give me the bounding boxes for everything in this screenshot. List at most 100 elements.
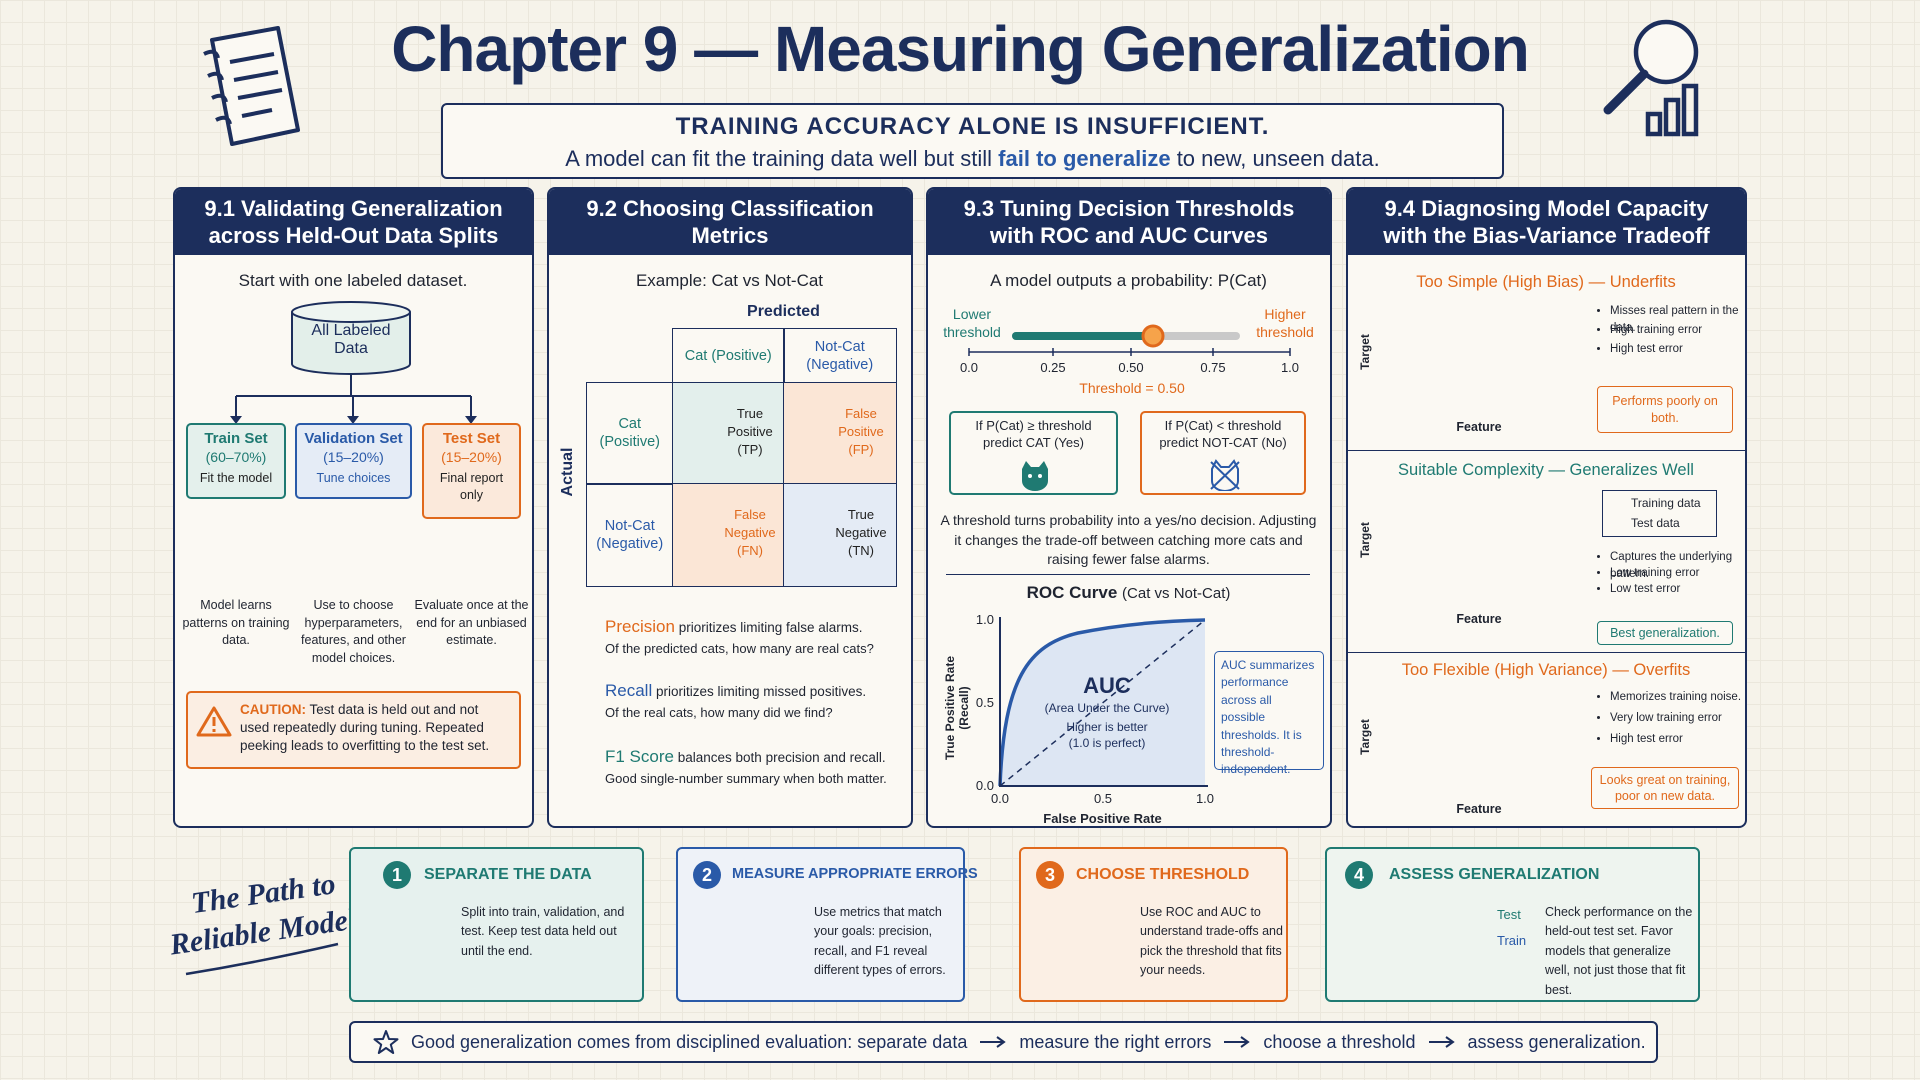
step-title: CHOOSE THRESHOLD — [1076, 866, 1250, 883]
roc-x-tick: 0.0 — [990, 791, 1010, 806]
warning-icon-part — [196, 706, 232, 737]
split-role: Fit the model — [199, 471, 273, 485]
footer-arrow-part — [980, 1036, 1007, 1048]
case-x-label: Feature — [1456, 802, 1502, 816]
step-text: Check performance on the held-out test s… — [1545, 905, 1693, 997]
star-icon-part — [373, 1030, 399, 1054]
step-number: 3 — [1036, 861, 1064, 889]
roc-plot-part — [998, 618, 1206, 787]
footer-arrow-part — [1428, 1036, 1455, 1048]
step-arrow — [1291, 896, 1321, 932]
metric-name: F1 Score — [605, 747, 674, 766]
step-text: Use ROC and AUC to understand trade-offs… — [1140, 905, 1283, 978]
panel-intro: A model outputs a probability: P(Cat) — [990, 271, 1267, 290]
step-text: Split into train, validation, and test. … — [461, 905, 625, 958]
magnifier-icon-part-part — [1603, 69, 1649, 115]
split-name: Train Set — [204, 430, 268, 447]
split-diagram — [230, 301, 477, 424]
magnifier-icon-part-part — [1645, 111, 1663, 137]
split-box: Test Set (15–20%) Final report only — [422, 423, 521, 519]
warning-icon — [196, 706, 232, 737]
footer-arrow — [980, 1036, 1007, 1048]
case-x-label: Feature — [1456, 420, 1502, 434]
roc-x-tick: 1.0 — [1195, 791, 1215, 806]
step-number: 2 — [693, 861, 721, 889]
threshold-explanation: A threshold turns probability into a yes… — [940, 512, 1317, 568]
step-number: 1 — [383, 861, 411, 889]
split-diagram-part — [235, 301, 472, 418]
step-box: 4 ASSESS GENERALIZATION Check performance … — [1325, 847, 1700, 1002]
panel-title: 9.1 Validating Generalization across Hel… — [175, 189, 532, 255]
metric-line: Recall prioritizes limiting missed posit… — [605, 681, 910, 701]
split-diagram-part-part — [291, 301, 411, 323]
magnifier-icon-part — [1603, 19, 1699, 137]
panel-title: 9.3 Tuning Decision Thresholds with ROC … — [928, 189, 1330, 255]
rule-yes-box: If P(Cat) ≥ threshold predict CAT (Yes) — [949, 411, 1118, 495]
case-y-label: Target — [1358, 719, 1372, 755]
metric-detail: Of the predicted cats, how many are real… — [605, 641, 874, 656]
step-arrow — [969, 896, 999, 932]
subtitle-box: TRAINING ACCURACY ALONE IS INSUFFICIENT.… — [441, 103, 1504, 179]
rule-no: If P(Cat) < threshold predict NOT-CAT (N… — [1159, 418, 1287, 450]
footer-step: choose a threshold — [1263, 1031, 1416, 1052]
case-heading: Suitable Complexity — Generalizes Well — [1398, 461, 1694, 479]
metric-line: F1 Score balances both precision and rec… — [605, 747, 910, 767]
subtitle-text: A model can fit the training data well b… — [565, 146, 993, 171]
footer-step: assess generalization. — [1467, 1031, 1646, 1052]
path-underline-part — [185, 942, 339, 976]
metric-detail: Of the real cats, how many did we find? — [605, 705, 833, 720]
roc-x-label: False Positive Rate — [1043, 811, 1162, 826]
divider — [1348, 450, 1745, 451]
footer-arrow-part — [1224, 1036, 1251, 1048]
case-bullet: Very low training error — [1610, 710, 1745, 727]
step-text: Use metrics that match your goals: preci… — [814, 905, 946, 978]
row-header: Cat (Positive) — [586, 382, 674, 485]
path-underline — [185, 942, 339, 976]
split-diagram-part — [230, 416, 477, 424]
panel-intro: Start with one labeled dataset. — [238, 271, 468, 290]
split-share: (60–70%) — [205, 449, 267, 465]
case-y-label: Target — [1358, 334, 1372, 370]
roc-plot-part — [1000, 620, 1205, 786]
cat-icon — [1022, 461, 1048, 491]
notebook-icon — [203, 26, 300, 146]
footer-bar: Good generalization comes from disciplin… — [349, 1021, 1658, 1063]
caution-box: CAUTION: Test data is held out and not u… — [186, 691, 521, 769]
step-icon — [365, 897, 455, 987]
column-header: Not-Cat (Negative) — [783, 328, 897, 384]
split-description: Model learns patterns on training data. — [182, 598, 290, 647]
panel-intro: Example: Cat vs Not-Cat — [635, 271, 824, 290]
case-bullet: Memorizes training noise. — [1610, 689, 1745, 706]
caution-label: CAUTION: — [240, 702, 306, 717]
step-box: 1 SEPARATE THE DATA Split into train, vali… — [349, 847, 644, 1002]
column-header: Cat (Positive) — [672, 328, 785, 384]
panel-title: 9.4 Diagnosing Model Capacity with the B… — [1348, 189, 1745, 255]
case-x-label: Feature — [1456, 612, 1502, 626]
actual-label: Actual — [559, 447, 576, 497]
case-y-label: Target — [1358, 522, 1372, 558]
cell-label: False Negative (FN) — [724, 507, 776, 559]
case-bullet: High test error — [1610, 341, 1745, 358]
divider — [1348, 652, 1745, 653]
slider-tick-label: 0.25 — [1040, 360, 1066, 375]
roc-plot — [998, 617, 1208, 787]
metric-text: balances both precision and recall. — [677, 750, 886, 765]
split-share: (15–20%) — [441, 449, 502, 465]
metric-name: Precision — [605, 617, 675, 636]
auc-full: (Area Under the Curve) — [1044, 701, 1170, 715]
split-diagram-part-part — [347, 416, 359, 424]
slider-tick-label: 0.0 — [959, 360, 979, 375]
caution-text: CAUTION: Test data is held out and not u… — [240, 701, 510, 756]
split-box: Validation Set (15–20%) Tune choices — [295, 423, 412, 499]
subtitle-heading: TRAINING ACCURACY ALONE IS INSUFFICIENT. — [675, 113, 1270, 140]
step-icon — [1339, 901, 1493, 983]
legend-marker — [1611, 516, 1625, 530]
higher-label: Higher threshold — [1256, 306, 1314, 341]
split-diagram-part-part — [465, 416, 477, 424]
case-bullet: Low training error — [1610, 565, 1745, 582]
slider-tick-label: 0.75 — [1200, 360, 1226, 375]
legend-marker — [1611, 496, 1625, 510]
notebook-icon-part-part — [203, 49, 232, 125]
roc-heading: ROC Curve (Cat vs Not-Cat) — [928, 583, 1329, 603]
threshold-slider-part — [1012, 332, 1153, 340]
